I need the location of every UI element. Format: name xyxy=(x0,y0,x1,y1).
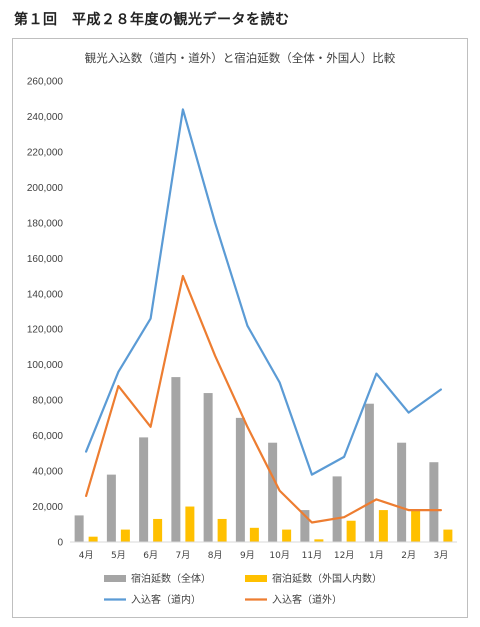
bar-total-stays xyxy=(171,377,181,542)
x-tick-label: 10月 xyxy=(269,550,289,561)
y-tick-label: 140,000 xyxy=(27,289,64,300)
y-tick-label: 100,000 xyxy=(27,360,64,371)
bar-total-stays xyxy=(74,515,84,542)
legend-swatch xyxy=(104,575,126,582)
bar-foreign-stays xyxy=(411,510,421,542)
bar-foreign-stays xyxy=(88,536,98,542)
bar-total-stays xyxy=(106,474,116,542)
legend-entry: 入込客（道外） xyxy=(245,593,342,606)
legend-label: 入込客（道外） xyxy=(272,593,342,606)
legend-label: 宿泊延数（外国人内数） xyxy=(272,572,382,585)
legend-label: 入込客（道内） xyxy=(131,593,201,606)
legend-swatch xyxy=(245,575,267,582)
legend-label: 宿泊延数（全体） xyxy=(131,572,211,585)
x-tick-label: 6月 xyxy=(143,550,158,561)
bar-total-stays xyxy=(139,437,149,542)
x-tick-label: 7月 xyxy=(176,550,191,561)
bar-foreign-stays xyxy=(249,527,259,542)
x-tick-label: 1月 xyxy=(369,550,384,561)
legend-entry: 宿泊延数（全体） xyxy=(104,572,211,585)
bar-total-stays xyxy=(397,442,407,542)
y-tick-label: 220,000 xyxy=(27,147,64,158)
bar-foreign-stays xyxy=(120,529,130,542)
x-tick-label: 11月 xyxy=(302,550,322,561)
y-tick-label: 120,000 xyxy=(27,325,64,336)
bar-foreign-stays xyxy=(153,518,163,542)
y-tick-label: 180,000 xyxy=(27,218,64,229)
chart-title: 観光入込数（道内・道外）と宿泊延数（全体・外国人）比較 xyxy=(85,51,396,65)
y-tick-label: 20,000 xyxy=(32,502,63,513)
line-outside-visitors xyxy=(84,274,442,524)
y-tick-label: 40,000 xyxy=(32,467,63,478)
bar-total-stays xyxy=(235,417,245,542)
x-tick-label: 9月 xyxy=(240,550,255,561)
y-tick-label: 80,000 xyxy=(32,396,63,407)
x-tick-label: 8月 xyxy=(208,550,223,561)
x-tick-label: 2月 xyxy=(401,550,416,561)
bar-total-stays xyxy=(268,442,278,542)
bar-foreign-stays xyxy=(217,518,227,542)
bar-total-stays xyxy=(300,510,310,542)
x-tick-label: 4月 xyxy=(79,550,94,561)
bar-total-stays xyxy=(203,393,213,542)
bar-total-stays xyxy=(364,403,374,542)
bar-foreign-stays xyxy=(443,529,453,542)
y-tick-label: 260,000 xyxy=(27,77,64,88)
x-tick-label: 5月 xyxy=(111,550,126,561)
y-tick-label: 0 xyxy=(57,538,63,549)
legend-entry: 入込客（道内） xyxy=(104,593,201,606)
legend-entry: 宿泊延数（外国人内数） xyxy=(245,572,382,585)
x-tick-label: 3月 xyxy=(434,550,449,561)
y-tick-label: 60,000 xyxy=(32,431,63,442)
x-tick-label: 12月 xyxy=(334,550,354,561)
chart-frame xyxy=(12,38,468,618)
bar-foreign-stays xyxy=(185,506,195,542)
bar-total-stays xyxy=(429,462,439,542)
y-tick-label: 240,000 xyxy=(27,112,64,123)
y-tick-label: 160,000 xyxy=(27,254,64,265)
bar-foreign-stays xyxy=(346,520,356,542)
page-heading: 第１回 平成２８年度の観光データを読む xyxy=(14,12,290,28)
line-domestic-visitors xyxy=(84,108,442,476)
bar-foreign-stays xyxy=(314,539,324,542)
bar-foreign-stays xyxy=(282,529,292,542)
y-tick-label: 200,000 xyxy=(27,183,64,194)
bar-foreign-stays xyxy=(378,510,388,542)
bar-total-stays xyxy=(332,476,342,542)
